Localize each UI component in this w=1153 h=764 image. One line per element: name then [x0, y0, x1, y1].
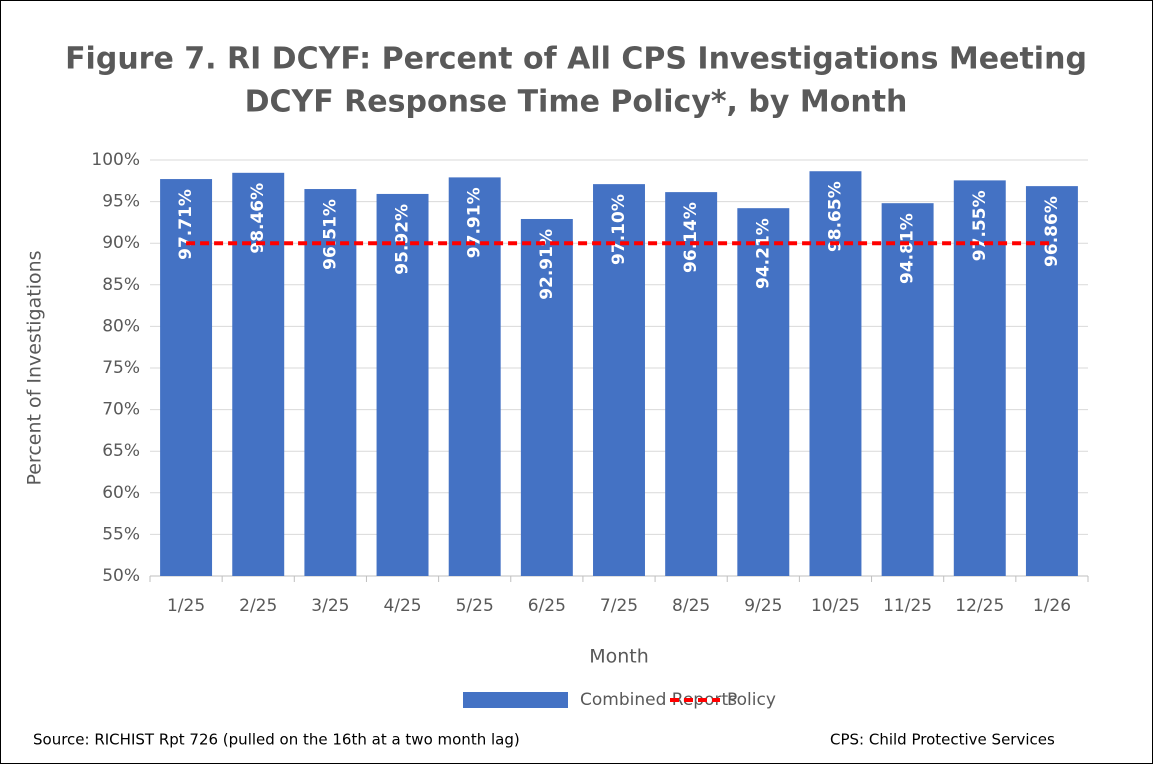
- data-label: 95.92%: [393, 204, 413, 275]
- x-tick-label: 1/25: [167, 596, 205, 616]
- x-tick-label: 9/25: [744, 596, 782, 616]
- x-tick-label: 2/25: [239, 596, 277, 616]
- bar: [1025, 186, 1078, 576]
- y-tick-label: 70%: [102, 400, 140, 420]
- y-tick-label: 50%: [102, 566, 140, 586]
- data-label: 98.65%: [825, 181, 845, 252]
- data-label: 97.71%: [176, 189, 196, 260]
- y-tick-label: 60%: [102, 483, 140, 503]
- y-tick-label: 100%: [91, 150, 140, 170]
- bar: [953, 180, 1006, 576]
- y-tick-label: 80%: [102, 316, 140, 336]
- bar: [160, 179, 213, 576]
- x-tick-label: 7/25: [600, 596, 638, 616]
- y-tick-label: 90%: [102, 233, 140, 253]
- data-label: 97.10%: [609, 194, 629, 265]
- data-label: 94.81%: [898, 213, 918, 284]
- chart-title: DCYF Response Time Policy*, by Month: [245, 85, 908, 120]
- bar: [737, 208, 790, 577]
- legend-label: Combined Reports: [580, 690, 737, 710]
- y-tick-label: 65%: [102, 441, 140, 461]
- footnote: CPS: Child Protective Services: [830, 731, 1055, 749]
- x-tick-label: 10/25: [811, 596, 860, 616]
- data-label: 92.91%: [537, 229, 557, 300]
- x-tick-label: 5/25: [456, 596, 494, 616]
- y-tick-label: 75%: [102, 358, 140, 378]
- x-tick-label: 8/25: [672, 596, 710, 616]
- x-tick-label: 11/25: [883, 596, 932, 616]
- legend-label: Policy: [727, 690, 776, 710]
- x-tick-label: 3/25: [311, 596, 349, 616]
- chart-title: Figure 7. RI DCYF: Percent of All CPS In…: [65, 42, 1087, 77]
- data-label: 96.51%: [320, 199, 340, 270]
- bar: [232, 172, 285, 576]
- x-axis-label: Month: [589, 646, 649, 668]
- x-tick-label: 1/26: [1033, 596, 1071, 616]
- footnote: Source: RICHIST Rpt 726 (pulled on the 1…: [33, 731, 520, 749]
- x-tick-label: 12/25: [955, 596, 1004, 616]
- legend-swatch: [463, 692, 568, 708]
- data-label: 97.55%: [970, 190, 990, 261]
- y-tick-label: 95%: [102, 192, 140, 212]
- bar: [376, 193, 429, 576]
- data-label: 96.14%: [681, 202, 701, 273]
- x-tick-label: 6/25: [528, 596, 566, 616]
- y-tick-label: 85%: [102, 275, 140, 295]
- data-label: 98.46%: [248, 183, 268, 254]
- bar: [881, 203, 934, 577]
- data-label: 97.91%: [465, 187, 485, 258]
- bar: [665, 192, 718, 576]
- y-tick-label: 55%: [102, 524, 140, 544]
- bar: [809, 171, 862, 576]
- data-label: 94.21%: [753, 218, 773, 289]
- data-label: 96.86%: [1042, 196, 1062, 267]
- bar: [304, 189, 357, 576]
- bar: [593, 184, 645, 577]
- bar: [520, 218, 573, 576]
- y-axis-label: Percent of Investigations: [24, 250, 46, 485]
- x-tick-label: 4/25: [383, 596, 421, 616]
